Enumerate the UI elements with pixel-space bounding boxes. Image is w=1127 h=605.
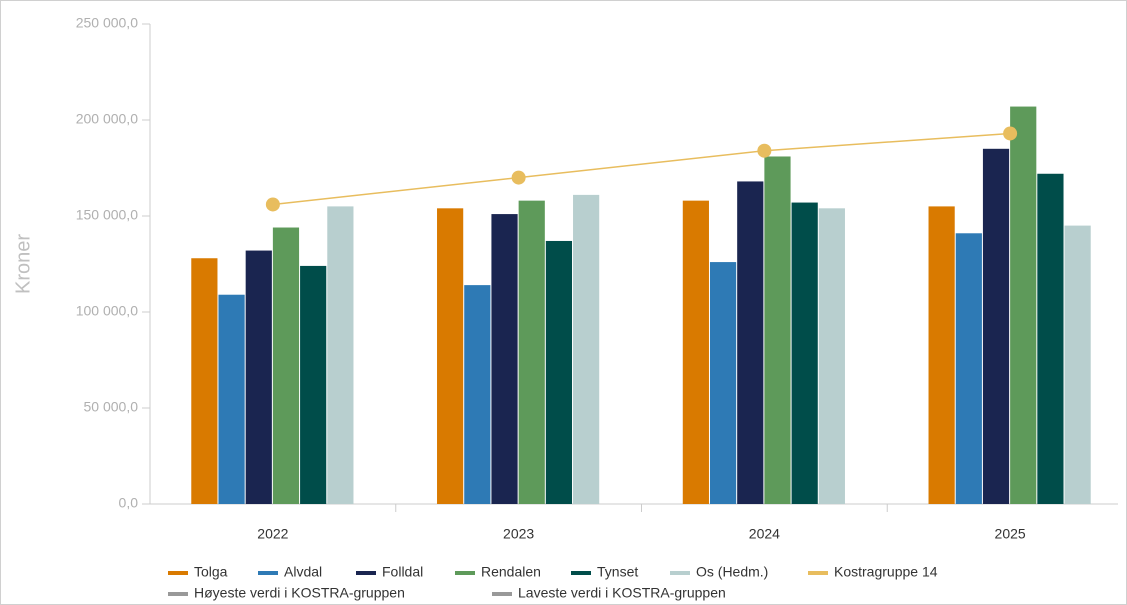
bar	[1064, 225, 1091, 504]
legend-label[interactable]: Laveste verdi i KOSTRA-gruppen	[518, 585, 726, 601]
legend-label[interactable]: Os (Hedm.)	[696, 564, 768, 580]
bar	[982, 148, 1010, 505]
bar	[464, 285, 491, 504]
line-point	[1003, 126, 1018, 141]
y-tick-label: 100 000,0	[76, 303, 138, 319]
legend-label[interactable]: Folldal	[382, 564, 423, 580]
bar	[1037, 173, 1064, 504]
y-tick-label: 250 000,0	[76, 15, 138, 31]
x-tick-label: 2024	[749, 526, 780, 542]
bar	[573, 194, 600, 504]
bar	[518, 200, 545, 504]
bar	[545, 240, 573, 504]
bar	[928, 206, 955, 504]
x-tick-label: 2023	[503, 526, 534, 542]
legend-label[interactable]: Alvdal	[284, 564, 322, 580]
bar	[218, 294, 245, 504]
x-tick-label: 2022	[257, 526, 288, 542]
legend-label[interactable]: Høyeste verdi i KOSTRA-gruppen	[194, 585, 405, 601]
legend-label[interactable]: Rendalen	[481, 564, 541, 580]
bar	[764, 156, 791, 505]
y-tick-label: 50 000,0	[84, 399, 139, 415]
bar	[682, 200, 709, 504]
bar	[737, 181, 764, 504]
bar	[955, 233, 982, 504]
bar	[1010, 106, 1037, 504]
x-tick-label: 2025	[995, 526, 1026, 542]
bar	[245, 250, 272, 504]
line	[272, 132, 1011, 206]
line-point	[265, 197, 280, 212]
bar	[709, 262, 737, 504]
bar	[437, 208, 464, 504]
bar	[191, 258, 218, 504]
y-tick-label: 150 000,0	[76, 207, 138, 223]
legend-label[interactable]: Tolga	[194, 564, 228, 580]
bar	[300, 265, 327, 504]
legend-label[interactable]: Tynset	[597, 564, 638, 580]
line-point	[511, 170, 526, 185]
y-axis-title: Kroner	[12, 234, 34, 294]
y-tick-label: 200 000,0	[76, 111, 138, 127]
line-point	[757, 143, 772, 158]
bar	[818, 208, 845, 504]
legend-label[interactable]: Kostragruppe 14	[834, 564, 938, 580]
bar	[272, 227, 300, 504]
bar	[327, 206, 354, 504]
bar	[791, 202, 818, 504]
bar	[491, 214, 518, 504]
y-tick-label: 0,0	[119, 495, 139, 511]
